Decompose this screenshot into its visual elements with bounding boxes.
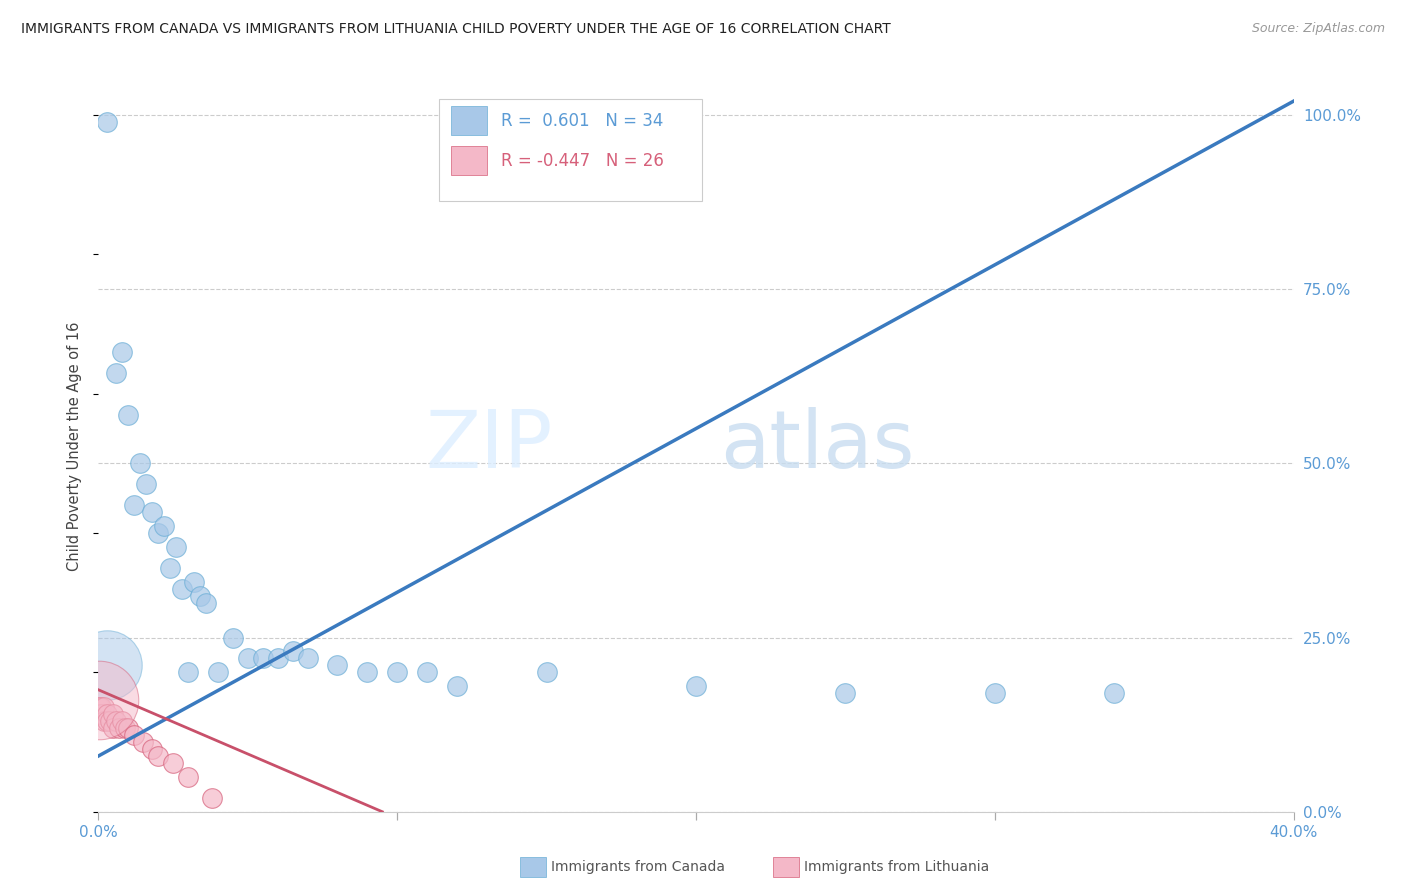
Text: atlas: atlas bbox=[720, 407, 914, 485]
Point bbox=[267, 651, 290, 665]
Point bbox=[177, 665, 200, 680]
Point bbox=[141, 505, 163, 519]
Point bbox=[536, 665, 558, 680]
Point bbox=[96, 115, 118, 129]
Bar bbox=[451, 106, 486, 136]
Point bbox=[297, 651, 319, 665]
Point bbox=[162, 756, 184, 770]
Point bbox=[89, 707, 111, 722]
Y-axis label: Child Poverty Under the Age of 16: Child Poverty Under the Age of 16 bbox=[67, 321, 83, 571]
Point bbox=[183, 574, 205, 589]
Point bbox=[124, 728, 146, 742]
Point bbox=[96, 658, 118, 673]
Point bbox=[89, 707, 111, 722]
Point bbox=[172, 582, 194, 596]
Point bbox=[108, 721, 131, 735]
Point bbox=[132, 735, 155, 749]
Point bbox=[96, 707, 118, 722]
Point bbox=[129, 457, 152, 471]
Point bbox=[201, 790, 224, 805]
Point bbox=[105, 714, 128, 728]
Point bbox=[385, 665, 409, 680]
Bar bbox=[439, 99, 702, 201]
Point bbox=[105, 366, 128, 380]
Point bbox=[148, 526, 170, 541]
Point bbox=[114, 721, 136, 735]
Text: Immigrants from Canada: Immigrants from Canada bbox=[551, 860, 725, 874]
Point bbox=[93, 714, 115, 728]
Text: IMMIGRANTS FROM CANADA VS IMMIGRANTS FROM LITHUANIA CHILD POVERTY UNDER THE AGE : IMMIGRANTS FROM CANADA VS IMMIGRANTS FRO… bbox=[21, 22, 891, 37]
Point bbox=[135, 477, 157, 491]
Point bbox=[96, 714, 118, 728]
Point bbox=[98, 714, 122, 728]
Text: R =  0.601   N = 34: R = 0.601 N = 34 bbox=[501, 112, 664, 129]
Bar bbox=[451, 146, 486, 176]
Point bbox=[1104, 686, 1126, 700]
Point bbox=[153, 519, 176, 533]
Point bbox=[222, 631, 245, 645]
Point bbox=[188, 589, 211, 603]
Text: R = -0.447   N = 26: R = -0.447 N = 26 bbox=[501, 152, 664, 169]
Point bbox=[87, 700, 110, 714]
Point bbox=[159, 561, 181, 575]
Point bbox=[103, 721, 125, 735]
Point bbox=[103, 707, 125, 722]
Point bbox=[326, 658, 349, 673]
Point bbox=[111, 714, 134, 728]
Point bbox=[446, 679, 468, 693]
Point bbox=[281, 644, 304, 658]
Text: Immigrants from Lithuania: Immigrants from Lithuania bbox=[804, 860, 990, 874]
Point bbox=[89, 700, 111, 714]
Point bbox=[87, 693, 110, 707]
Point bbox=[93, 700, 115, 714]
Point bbox=[177, 770, 200, 784]
Point bbox=[416, 665, 439, 680]
Point bbox=[111, 345, 134, 359]
Point bbox=[117, 721, 139, 735]
Text: ZIP: ZIP bbox=[425, 407, 553, 485]
Point bbox=[356, 665, 378, 680]
Point bbox=[165, 540, 187, 554]
Point bbox=[148, 749, 170, 764]
Point bbox=[685, 679, 707, 693]
Point bbox=[195, 596, 218, 610]
Text: Source: ZipAtlas.com: Source: ZipAtlas.com bbox=[1251, 22, 1385, 36]
Point bbox=[117, 408, 139, 422]
Point bbox=[90, 707, 112, 722]
Point bbox=[207, 665, 229, 680]
Point bbox=[984, 686, 1007, 700]
Point bbox=[90, 700, 112, 714]
Point bbox=[834, 686, 856, 700]
Point bbox=[141, 742, 163, 756]
Point bbox=[252, 651, 274, 665]
Point bbox=[236, 651, 259, 665]
Point bbox=[124, 498, 146, 512]
